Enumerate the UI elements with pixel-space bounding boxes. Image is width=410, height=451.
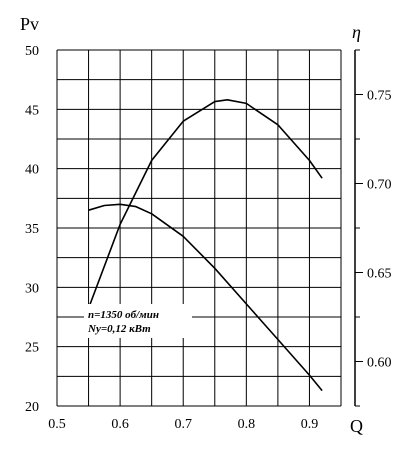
annotation-line-1: n=1350 об/мин: [88, 309, 159, 321]
annotation-background: [84, 304, 192, 338]
y-tick-label: 45: [25, 103, 39, 118]
x-tick-label: 0.5: [48, 417, 66, 432]
axes: [354, 49, 363, 407]
annotation-line-2: Nу=0,12 кВт: [87, 323, 151, 335]
y-tick-label: 50: [25, 44, 39, 59]
y-tick-label: 35: [25, 222, 39, 237]
y-axis-title: Pv: [20, 14, 39, 34]
y-tick-label: 40: [25, 163, 39, 178]
series-layer: [87, 99, 323, 392]
grid: [56, 49, 342, 407]
y2-tick-label: 0.60: [367, 356, 392, 371]
x-axis-title: Q: [350, 416, 363, 436]
labels: 0.5 0.6 0.7 0.8 0.9 20 25 30 35 40 45 50 0.60 0.65 0.7…: [25, 44, 392, 432]
y2-tick-label: 0.75: [367, 89, 392, 104]
annotation-box: n=1350 об/мин Nу=0,12 кВт: [84, 304, 192, 338]
x-tick-label: 0.8: [238, 417, 256, 432]
x-tick-label: 0.7: [174, 417, 192, 432]
y2-tick-label: 0.70: [367, 178, 392, 193]
y-tick-label: 20: [25, 400, 39, 415]
y-tick-label: 25: [25, 341, 39, 356]
y2-axis-title: η: [352, 22, 361, 42]
series-line-efficiency: [87, 99, 323, 309]
x-tick-label: 0.9: [301, 417, 319, 432]
series-line-pressure: [88, 203, 323, 392]
x-tick-label: 0.6: [111, 417, 129, 432]
y-tick-label: 30: [25, 281, 39, 296]
y2-tick-label: 0.65: [367, 267, 392, 282]
